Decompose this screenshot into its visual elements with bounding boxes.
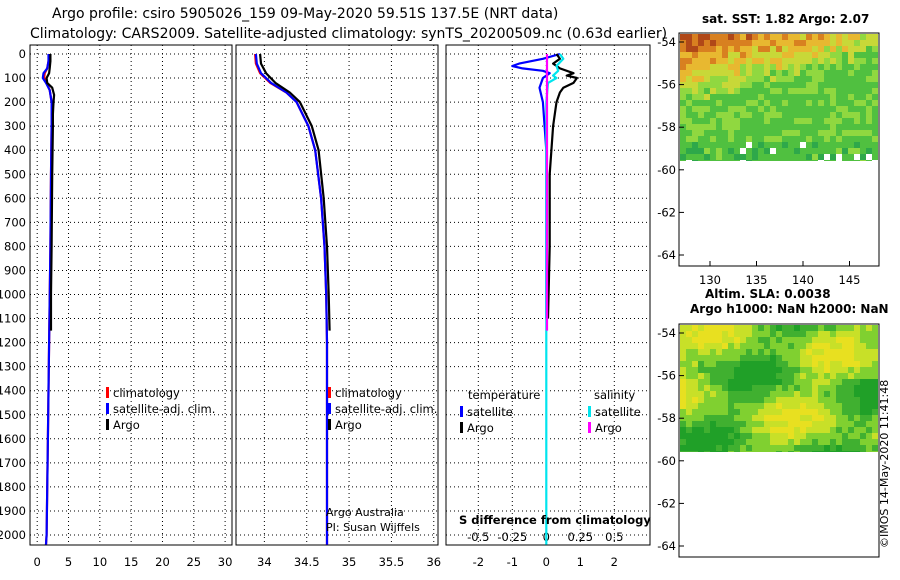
ytick-label-11: 1100 [0, 312, 26, 326]
xtick-temp-5: 25 [186, 555, 201, 569]
legend-swatch-temp-2 [106, 419, 109, 430]
sst-map-lat-label-1: -56 [657, 78, 676, 92]
ytick-label-1: 100 [4, 71, 26, 85]
xtick-temp-1: 5 [65, 555, 72, 569]
ytick-label-13: 1300 [0, 360, 26, 374]
sst-map-lat-label-3: -60 [657, 163, 676, 177]
legend-swatch-diff-1-1 [588, 422, 591, 433]
ytick-label-3: 300 [4, 119, 26, 133]
legend-label-temp-0: climatology [113, 386, 180, 400]
imos-timestamp: ©IMOS 14-May-2020 11:41:48 [878, 379, 891, 548]
xtick-temp-6: 30 [218, 555, 233, 569]
ytick-label-18: 1800 [0, 480, 26, 494]
credit-argo-australia: Argo Australia [326, 506, 404, 519]
xtick-diff-temp-1: -1 [507, 555, 518, 569]
legend-label-temp-1: satellite-adj. clim. [113, 402, 215, 416]
legend-label-sal-2: Argo [335, 418, 362, 432]
legend-swatch-sal-0 [328, 387, 331, 398]
xtick-diff-sal-0: -0.5 [467, 530, 489, 544]
legend-label-diff-0-0: satellite [467, 405, 513, 419]
sst-map-field [680, 34, 878, 161]
legend-label-diff-0-1: Argo [467, 421, 494, 435]
sla-map-title-1: Altim. SLA: 0.0038 [705, 287, 831, 301]
xtick-sal-4: 36 [426, 555, 441, 569]
ytick-label-17: 1700 [0, 456, 26, 470]
legend-swatch-diff-0-1 [460, 422, 463, 433]
xtick-diff-temp-3: 1 [577, 555, 584, 569]
legend-title-temperature: temperature [468, 388, 540, 402]
ytick-label-19: 1900 [0, 504, 26, 518]
sla-map-lat-label-0: -54 [657, 326, 676, 340]
xtick-diff-sal-3: 0.25 [567, 530, 593, 544]
sla-map-lat-label-5: -64 [657, 539, 676, 553]
series-line-0-2 [45, 54, 56, 331]
legend-swatch-sal-2 [328, 419, 331, 430]
xtick-diff-temp-0: -2 [473, 555, 484, 569]
sst-map-lon-label-0: 130 [699, 273, 721, 287]
chart-title-line2: Climatology: CARS2009. Satellite-adjuste… [30, 26, 668, 42]
legend-label-temp-2: Argo [113, 418, 140, 432]
xtick-diff-sal-4: 0.5 [605, 530, 623, 544]
diff-panel-title: S difference from climatology [459, 513, 651, 527]
xtick-temp-2: 10 [93, 555, 108, 569]
legend-label-diff-1-0: satellite [595, 405, 641, 419]
legend-swatch-temp-0 [106, 387, 109, 398]
sla-map-title-2: Argo h1000: NaN h2000: NaN [690, 302, 889, 316]
series-line-1-1 [254, 53, 329, 545]
xtick-sal-2: 35 [342, 555, 357, 569]
xtick-temp-0: 0 [34, 555, 41, 569]
sla-map-lat-label-4: -62 [657, 496, 676, 510]
ytick-label-6: 600 [4, 191, 26, 205]
series-line-0-1 [41, 54, 53, 545]
sla-map-lat-label-1: -56 [657, 369, 676, 383]
legend-label-diff-1-1: Argo [595, 421, 622, 435]
sst-map-lat-label-0: -54 [657, 35, 676, 49]
legend-label-sal-0: climatology [335, 386, 402, 400]
series-line-1-2 [259, 53, 331, 331]
ytick-label-0: 0 [19, 47, 26, 61]
ytick-label-15: 1500 [0, 408, 26, 422]
xtick-diff-sal-1: -0.25 [497, 530, 527, 544]
legend-swatch-temp-1 [106, 403, 109, 414]
ytick-label-5: 500 [4, 167, 26, 181]
xtick-sal-0: 34 [257, 555, 272, 569]
xtick-diff-temp-4: 2 [611, 555, 618, 569]
chart-title-line1: Argo profile: csiro 5905026_159 09-May-2… [52, 6, 559, 22]
ytick-label-9: 900 [4, 263, 26, 277]
sst-map-title: sat. SST: 1.82 Argo: 2.07 [702, 12, 870, 26]
sla-map-lat-label-2: -58 [657, 411, 676, 425]
ytick-label-12: 1200 [0, 336, 26, 350]
sla-map-field [680, 325, 878, 452]
ytick-label-8: 800 [4, 239, 26, 253]
ytick-label-20: 2000 [0, 528, 26, 542]
legend-swatch-sal-1 [328, 403, 331, 414]
credit-pi: PI: Susan Wijffels [326, 521, 420, 534]
legend-title-salinity: salinity [594, 388, 635, 402]
ytick-label-7: 700 [4, 215, 26, 229]
sla-map-lat-label-3: -60 [657, 454, 676, 468]
xtick-diff-temp-2: 0 [543, 555, 550, 569]
xtick-temp-3: 15 [124, 555, 139, 569]
ytick-label-4: 400 [4, 143, 26, 157]
sst-map-lon-label-3: 145 [839, 273, 861, 287]
sst-map-lon-label-2: 140 [792, 273, 814, 287]
sst-map-lat-label-2: -58 [657, 120, 676, 134]
xtick-sal-3: 35.5 [379, 555, 405, 569]
xtick-sal-1: 34.5 [294, 555, 320, 569]
ytick-label-2: 200 [4, 95, 26, 109]
sst-map-lat-label-4: -62 [657, 205, 676, 219]
xtick-temp-4: 20 [155, 555, 170, 569]
sst-map-lon-label-1: 135 [746, 273, 768, 287]
series-line-2-1 [546, 53, 579, 319]
legend-swatch-diff-0-0 [460, 406, 463, 417]
ytick-label-10: 1000 [0, 288, 26, 302]
legend-swatch-diff-1-0 [588, 406, 591, 417]
ytick-label-14: 1400 [0, 384, 26, 398]
sst-map-lat-label-5: -64 [657, 248, 676, 262]
legend-label-sal-1: satellite-adj. clim. [335, 402, 437, 416]
ytick-label-16: 1600 [0, 432, 26, 446]
